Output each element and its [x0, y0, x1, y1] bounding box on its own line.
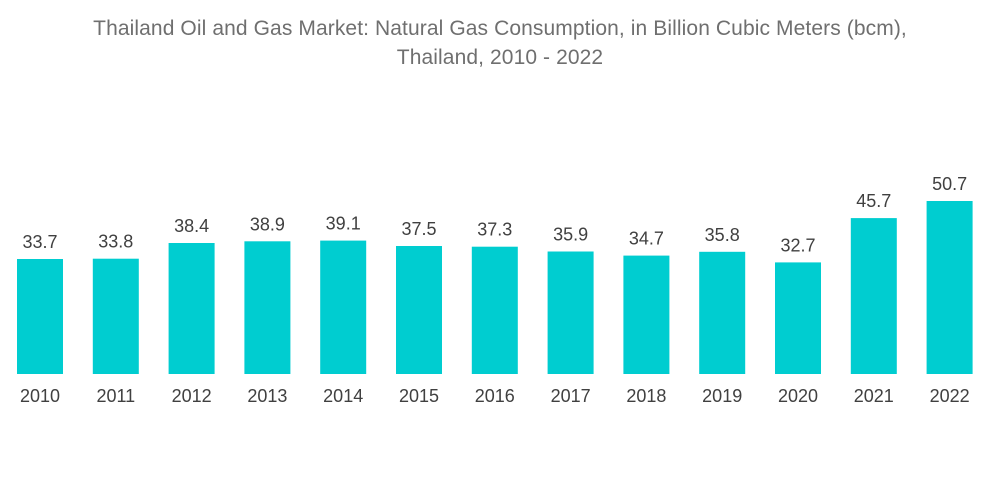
bar-2013	[244, 241, 291, 374]
x-tick-label-2014: 2014	[323, 386, 363, 406]
value-label-2014: 39.1	[326, 214, 361, 234]
value-label-2011: 33.8	[98, 232, 133, 252]
bar-2011	[92, 258, 139, 374]
bar-2012	[168, 243, 215, 374]
value-label-2020: 32.7	[780, 235, 815, 255]
bar-2014	[320, 240, 367, 374]
value-label-2019: 35.8	[705, 225, 740, 245]
value-labels-group: 33.7 33.8 38.4 38.9 39.1 37.5 37.3 35.9 34.7 35.8…	[22, 174, 967, 255]
bars-group	[17, 201, 973, 374]
x-tick-label-2010: 2010	[20, 386, 60, 406]
x-tick-label-2012: 2012	[172, 386, 212, 406]
bar-2021	[850, 218, 897, 374]
x-tick-label-2018: 2018	[626, 386, 666, 406]
chart-title-line-1: Thailand Oil and Gas Market: Natural Gas…	[93, 17, 907, 40]
value-label-2012: 38.4	[174, 216, 209, 236]
x-axis-tick-labels: 2010 2011 2012 2013 2014 2015 2016 2017 2018 2019…	[20, 386, 970, 406]
bar-2020	[775, 262, 821, 374]
x-tick-label-2022: 2022	[930, 386, 970, 406]
value-label-2018: 34.7	[629, 229, 664, 249]
chart-title: Thailand Oil and Gas Market: Natural Gas…	[0, 14, 1000, 72]
value-label-2013: 38.9	[250, 214, 285, 234]
chart-title-line-2: Thailand, 2010 - 2022	[396, 46, 604, 69]
x-tick-label-2017: 2017	[551, 386, 591, 406]
bar-2016	[471, 246, 518, 374]
bar-2010	[17, 259, 63, 374]
x-tick-label-2021: 2021	[854, 386, 894, 406]
x-tick-label-2011: 2011	[96, 386, 135, 406]
x-tick-label-2020: 2020	[778, 386, 818, 406]
value-label-2015: 37.5	[401, 219, 436, 239]
value-label-2022: 50.7	[932, 174, 967, 194]
x-tick-label-2016: 2016	[475, 386, 515, 406]
bar-2022	[926, 201, 973, 374]
x-tick-label-2019: 2019	[702, 386, 742, 406]
bar-2017	[547, 251, 594, 374]
value-label-2010: 33.7	[22, 232, 57, 252]
bar-2019	[699, 251, 746, 374]
value-label-2021: 45.7	[856, 191, 891, 211]
x-tick-label-2013: 2013	[247, 386, 287, 406]
x-tick-label-2015: 2015	[399, 386, 439, 406]
bar-2015	[396, 246, 442, 374]
value-label-2017: 35.9	[553, 225, 588, 245]
value-label-2016: 37.3	[477, 220, 512, 240]
bar-2018	[623, 255, 670, 374]
